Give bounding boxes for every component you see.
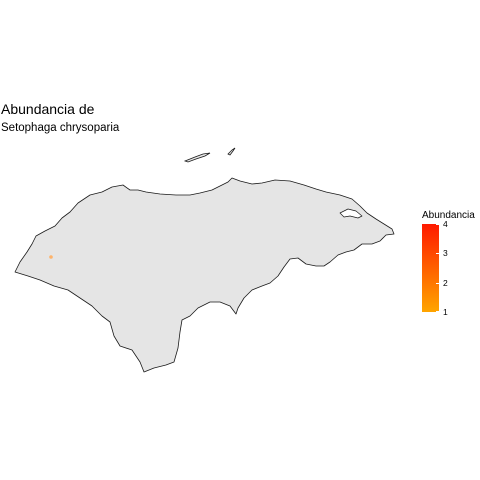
legend-title: Abundancia: [422, 210, 475, 221]
island-guanaja: [227, 147, 236, 156]
legend-tick-mark: [436, 224, 439, 225]
legend-tick-label: 3: [443, 248, 448, 259]
legend-tick-mark: [436, 253, 439, 255]
legend-tick-label: 1: [443, 307, 448, 317]
map-title: Abundancia de: [1, 101, 95, 117]
legend-colorbar: [422, 224, 439, 312]
legend-tick-label: 2: [443, 277, 448, 288]
observation-point: [49, 255, 53, 259]
caratasca-lagoon: [339, 208, 363, 219]
legend-tick-mark: [436, 282, 439, 284]
island-roatan: [183, 152, 211, 163]
legend-tick-label: 4: [443, 219, 448, 229]
map-subtitle: Setophaga chrysoparia: [1, 122, 120, 134]
honduras-mainland: [14, 177, 395, 373]
legend-tick-mark: [436, 311, 439, 312]
